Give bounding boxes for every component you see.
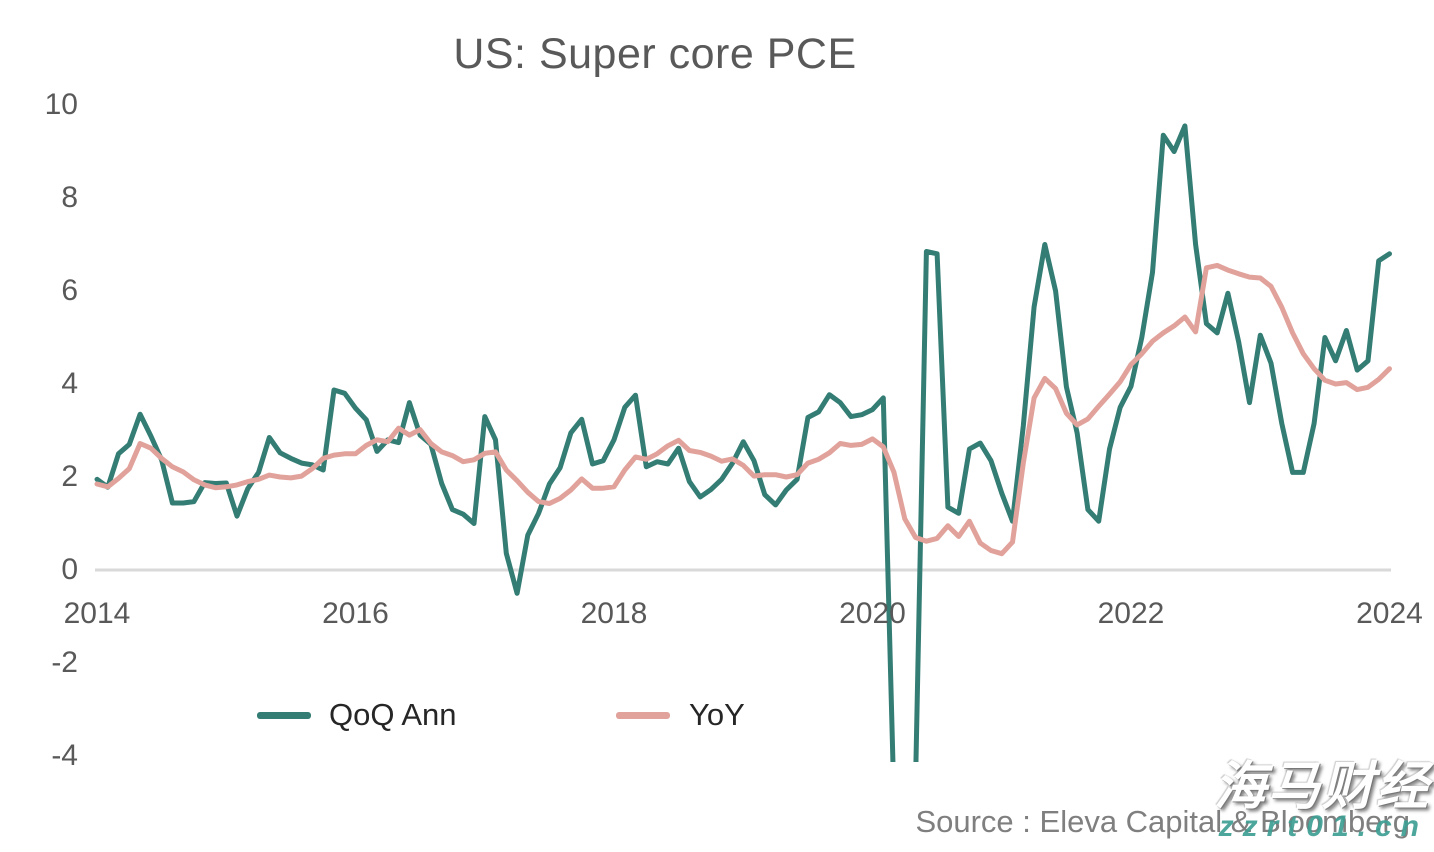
- x-tick-label: 2022: [1097, 597, 1165, 630]
- x-tick-label: 2014: [63, 597, 131, 630]
- x-tick-label: 2020: [839, 597, 906, 630]
- legend-swatch-qoq: [257, 712, 311, 719]
- watermark-site: zzrt01.cn: [1218, 810, 1428, 843]
- source-credit: Source : Eleva Capital & Bloomberg: [915, 804, 1410, 839]
- chart-title: US: Super core PCE: [453, 30, 857, 78]
- x-tick-label: 2016: [322, 597, 389, 630]
- y-tick-label: 8: [61, 181, 78, 214]
- series-line-yoy: [94, 262, 1392, 557]
- y-tick-label: 0: [61, 553, 78, 586]
- y-tick-label: 4: [61, 367, 78, 400]
- y-tick-label: -2: [51, 646, 78, 679]
- legend-label-yoy: YoY: [689, 697, 745, 732]
- x-tick-label: 2018: [580, 597, 648, 630]
- series-line-qoq-ann: [94, 123, 1392, 762]
- y-tick-label: -4: [51, 739, 78, 772]
- x-tick-label: 2024: [1356, 597, 1423, 630]
- y-tick-label: 6: [61, 274, 78, 307]
- watermark-chinese: 海马财经: [1213, 758, 1430, 816]
- y-tick-label: 2: [61, 460, 78, 493]
- legend-swatch-yoy: [616, 712, 670, 719]
- y-tick-label: 10: [44, 88, 78, 121]
- legend-label-qoq: QoQ Ann: [329, 697, 457, 732]
